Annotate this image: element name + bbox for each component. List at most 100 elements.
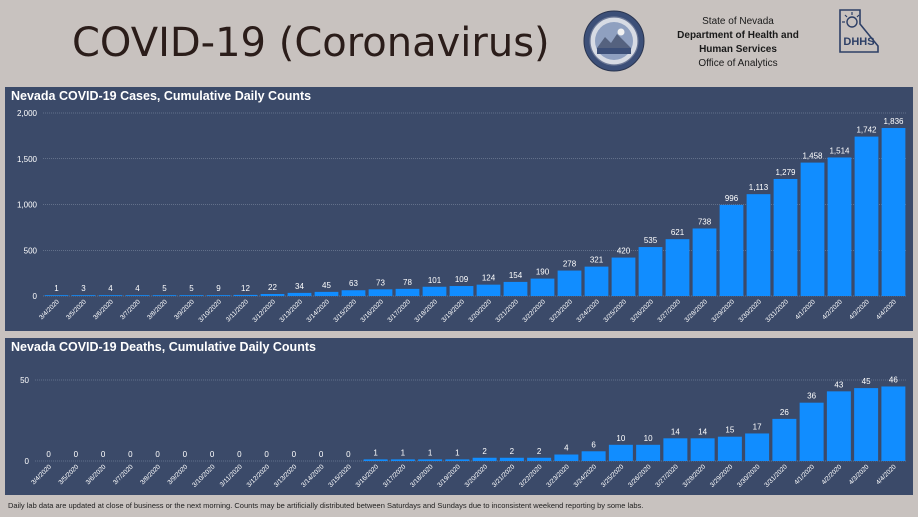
cases-bar — [773, 178, 798, 296]
deaths-x-tick-label: 3/21/2020 — [491, 463, 517, 489]
deaths-bar — [581, 451, 606, 461]
cases-x-tick-label: 3/4/2020 — [38, 298, 61, 321]
deaths-chart-panel: Nevada COVID-19 Deaths, Cumulative Daily… — [5, 338, 913, 495]
deaths-data-label: 4 — [564, 444, 569, 453]
deaths-bar — [527, 457, 552, 461]
cases-bar — [692, 228, 717, 296]
cases-bar — [881, 128, 906, 296]
deaths-data-label: 0 — [210, 450, 215, 459]
cases-bar — [530, 278, 555, 296]
cases-x-tick-label: 3/17/2020 — [387, 298, 413, 324]
deaths-data-label: 45 — [862, 377, 871, 386]
cases-bar — [665, 239, 690, 296]
deaths-x-tick-label: 3/11/2020 — [219, 463, 244, 488]
cases-y-tick-label: 1,500 — [17, 155, 38, 164]
cases-x-tick-label: 3/9/2020 — [173, 298, 196, 321]
cases-bar — [152, 295, 177, 296]
deaths-x-tick-label: 3/18/2020 — [409, 463, 435, 489]
cases-data-label: 45 — [322, 281, 331, 290]
cases-data-label: 9 — [216, 284, 221, 293]
cases-bar — [233, 294, 258, 296]
cases-bar — [314, 291, 339, 296]
deaths-data-label: 2 — [510, 447, 515, 456]
dhhs-logo-icon: DHHS — [839, 9, 879, 53]
cases-bar — [125, 295, 150, 296]
deaths-x-tick-label: 3/23/2020 — [545, 463, 571, 489]
cases-data-label: 73 — [376, 278, 385, 287]
cases-x-tick-label: 3/5/2020 — [65, 298, 88, 321]
deaths-x-tick-label: 3/31/2020 — [763, 463, 789, 489]
deaths-bar — [554, 454, 579, 461]
deaths-data-label: 14 — [671, 427, 680, 436]
cases-data-label: 1,836 — [883, 117, 904, 126]
deaths-data-label: 0 — [101, 450, 106, 459]
cases-bar — [476, 284, 501, 296]
deaths-x-tick-label: 3/6/2020 — [85, 463, 108, 486]
cases-x-tick-label: 3/19/2020 — [441, 298, 467, 324]
deaths-bar — [881, 386, 906, 461]
cases-x-tick-label: 3/29/2020 — [711, 298, 737, 324]
deaths-x-tick-label: 3/9/2020 — [166, 463, 189, 486]
cases-bar — [584, 266, 609, 296]
cases-bar — [341, 290, 366, 296]
deaths-x-tick-label: 3/20/2020 — [464, 463, 490, 489]
cases-data-label: 34 — [295, 282, 304, 291]
cases-data-label: 78 — [403, 278, 412, 287]
cases-bar — [368, 289, 393, 296]
deaths-data-label: 1 — [401, 448, 406, 457]
cases-data-label: 4 — [108, 284, 113, 293]
cases-data-label: 4 — [135, 284, 140, 293]
deaths-x-tick-label: 3/10/2020 — [191, 463, 217, 489]
deaths-bar — [390, 459, 415, 461]
cases-y-tick-label: 2,000 — [17, 109, 38, 118]
cases-data-label: 124 — [482, 274, 496, 283]
cases-data-label: 5 — [189, 284, 194, 293]
cases-bar — [449, 286, 474, 296]
cases-x-tick-label: 3/20/2020 — [468, 298, 494, 324]
cases-data-label: 101 — [428, 276, 442, 285]
deaths-data-label: 26 — [780, 408, 789, 417]
agency-line-office: Office of Analytics — [698, 58, 778, 69]
cases-data-label: 190 — [536, 268, 550, 277]
cases-data-label: 738 — [698, 217, 712, 226]
deaths-y-tick-label: 50 — [20, 376, 29, 385]
deaths-bar — [418, 459, 443, 461]
deaths-data-label: 14 — [698, 427, 707, 436]
cases-bar — [503, 281, 528, 296]
cases-bar — [800, 162, 825, 296]
deaths-data-label: 6 — [591, 440, 596, 449]
deaths-data-label: 0 — [292, 450, 297, 459]
deaths-data-label: 43 — [834, 380, 843, 389]
cases-data-label: 1,279 — [775, 168, 796, 177]
deaths-x-tick-label: 3/14/2020 — [300, 463, 326, 489]
deaths-data-label: 1 — [455, 448, 460, 457]
cases-x-tick-label: 3/22/2020 — [522, 298, 548, 324]
cases-data-label: 5 — [162, 284, 167, 293]
deaths-x-tick-label: 3/12/2020 — [246, 463, 272, 489]
deaths-x-tick-label: 3/25/2020 — [600, 463, 626, 489]
nevada-state-seal-icon — [583, 10, 645, 72]
deaths-x-tick-label: 4/4/2020 — [875, 463, 898, 486]
deaths-data-label: 0 — [264, 450, 269, 459]
cases-x-tick-label: 3/27/2020 — [657, 298, 683, 324]
deaths-x-tick-label: 3/30/2020 — [736, 463, 762, 489]
cases-x-tick-label: 3/7/2020 — [119, 298, 142, 321]
cases-bar — [719, 204, 744, 296]
cases-data-label: 278 — [563, 260, 577, 269]
cases-data-label: 535 — [644, 236, 658, 245]
cases-data-label: 621 — [671, 228, 685, 237]
cases-data-label: 109 — [455, 275, 469, 284]
deaths-x-tick-label: 3/5/2020 — [57, 463, 80, 486]
cases-x-tick-label: 3/26/2020 — [630, 298, 656, 324]
deaths-bar — [745, 433, 770, 461]
cases-data-label: 996 — [725, 194, 739, 203]
agency-line-department: Department of Health and — [677, 30, 799, 41]
deaths-x-tick-label: 4/1/2020 — [793, 463, 816, 486]
deaths-y-tick-label: 0 — [25, 457, 30, 466]
cases-data-label: 12 — [241, 284, 250, 293]
cases-x-tick-label: 3/12/2020 — [252, 298, 278, 324]
cases-chart: 0 500 1,000 1,500 2,000 1 3/4/2020 3 3/5/2020 4 3/… — [17, 109, 907, 324]
cases-x-tick-label: 4/1/2020 — [794, 298, 817, 321]
cases-data-label: 154 — [509, 271, 523, 280]
deaths-x-tick-label: 3/7/2020 — [112, 463, 135, 486]
